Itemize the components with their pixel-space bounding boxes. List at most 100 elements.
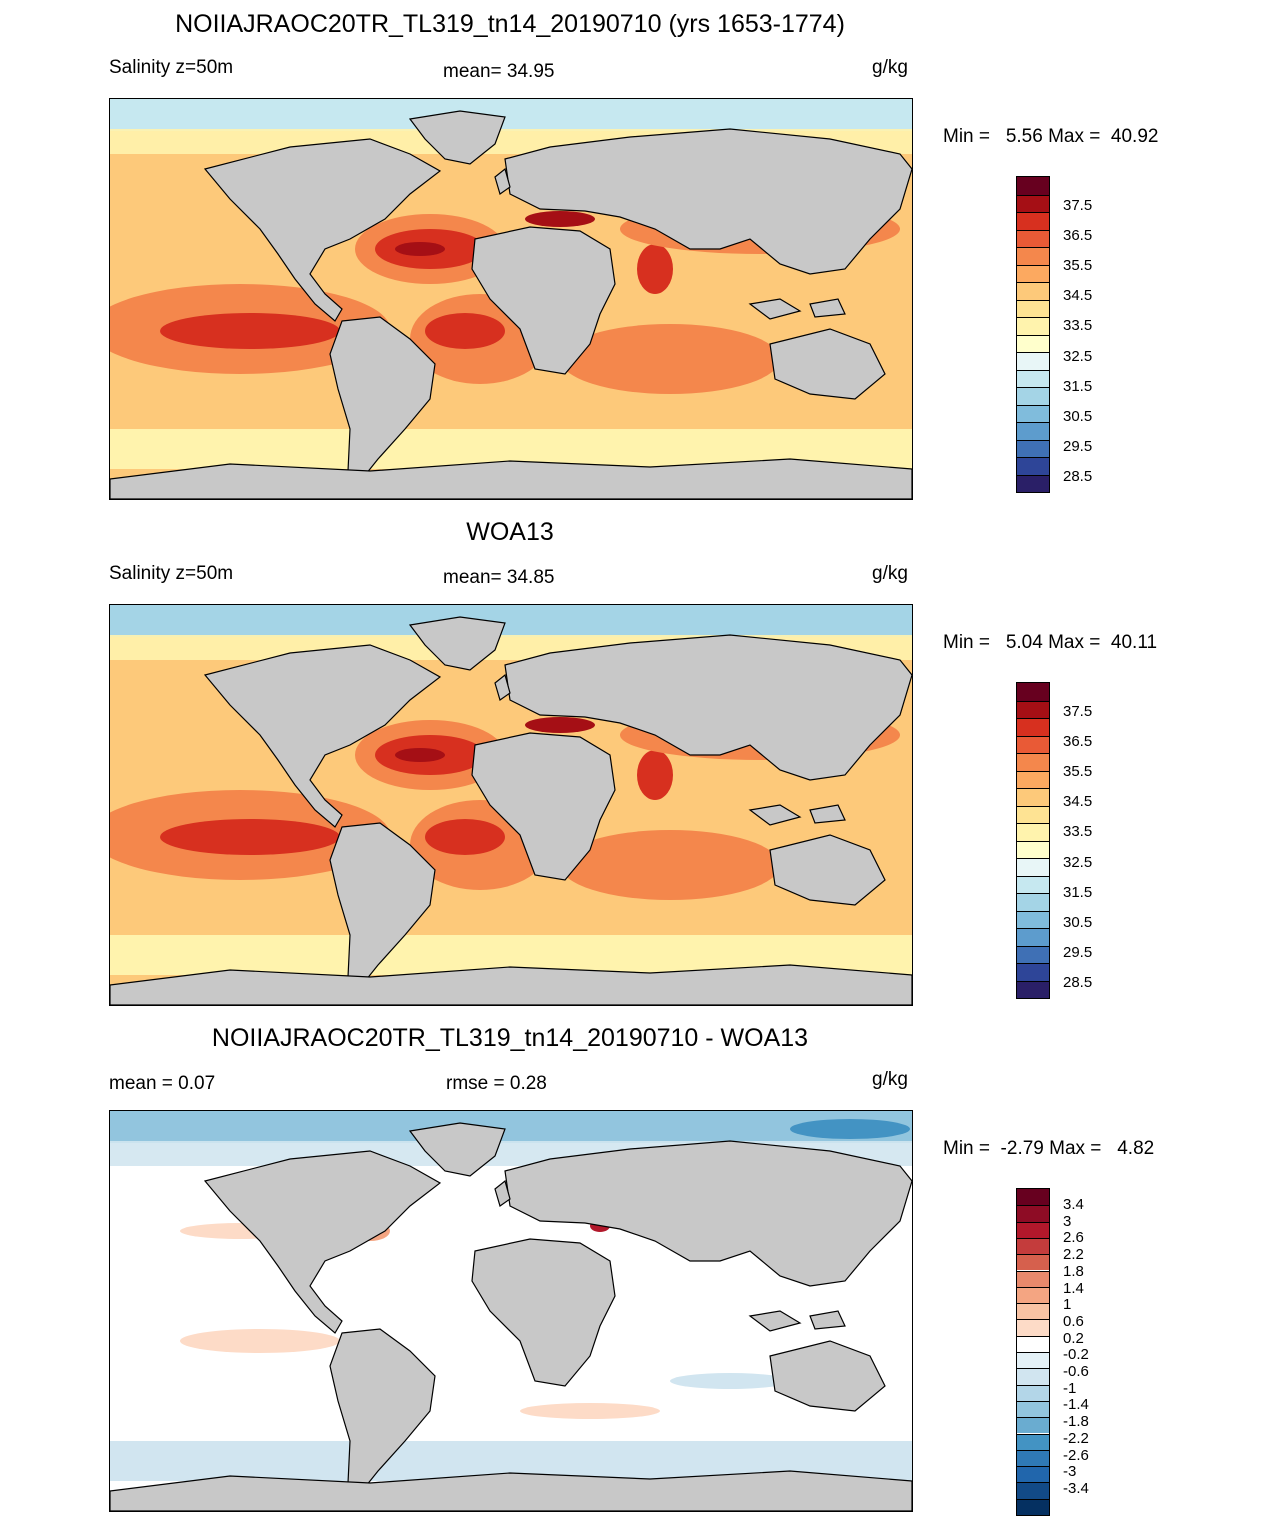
land-mass	[110, 964, 912, 1005]
colorbar-box	[1017, 735, 1049, 753]
land-mass	[769, 834, 886, 906]
salinity-anomaly	[525, 717, 595, 733]
land-mass	[408, 110, 506, 165]
rmse-label: rmse = 0.28	[446, 1073, 547, 1094]
variable-label: Salinity z=50m	[109, 563, 234, 584]
difference-map	[109, 1110, 913, 1512]
salinity-anomaly	[560, 830, 780, 900]
colorbar-tick-label: 1	[1063, 1296, 1072, 1314]
colorbar-box	[1017, 1433, 1049, 1450]
land-mass	[203, 644, 442, 828]
colorbar-box	[1017, 928, 1049, 946]
colorbar-box	[1017, 770, 1049, 788]
colorbar-tick-label: 3.4	[1063, 1196, 1084, 1213]
arctic-fresh-band	[110, 605, 912, 637]
colorbar-tick-label: -2.2	[1063, 1429, 1089, 1447]
colorbar-tick-label: 32.5	[1063, 347, 1093, 365]
salinity-anomaly	[425, 313, 505, 349]
panel-title: NOIIAJRAOC20TR_TL319_tn14_20190710 (yrs …	[175, 10, 845, 38]
colorbar-tick-label: 28.5	[1063, 467, 1093, 485]
colorbar-box	[1017, 369, 1049, 387]
colorbar-box	[1017, 194, 1049, 212]
arctic-fresh-band	[110, 99, 912, 131]
land-mass	[504, 1140, 912, 1287]
colorbar-tick-label: 31.5	[1063, 883, 1093, 901]
colorbar-box	[1017, 910, 1049, 928]
salinity-anomaly	[637, 244, 673, 294]
salinity-anomaly	[520, 1403, 660, 1419]
salinity-anomaly	[180, 1329, 340, 1353]
colorbar-box	[1017, 1237, 1049, 1255]
colorbar-box	[1017, 457, 1049, 475]
salinity-anomaly	[560, 324, 780, 394]
colorbar-box	[1017, 317, 1049, 335]
colorbar-tick-label: 0.6	[1063, 1312, 1084, 1330]
colorbar-tick-label: -2.6	[1063, 1446, 1089, 1464]
colorbar-tick-label: -1.4	[1063, 1396, 1089, 1414]
land-mass	[748, 1310, 846, 1332]
salinity-anomaly	[160, 819, 340, 855]
land-mass	[471, 732, 616, 881]
colorbar-box	[1017, 229, 1049, 247]
colorbar-box	[1017, 1205, 1049, 1222]
salinity-anomaly	[525, 211, 595, 227]
salinity-anomaly	[425, 819, 505, 855]
colorbar-tick-label: 3	[1063, 1212, 1072, 1230]
colorbar	[1016, 1188, 1050, 1516]
colorbar-tick-label: 36.5	[1063, 733, 1093, 751]
colorbar-box	[1017, 264, 1049, 282]
colorbar-box	[1017, 805, 1049, 823]
colorbar-tick-label: -1.8	[1063, 1413, 1089, 1431]
colorbar-box	[1017, 945, 1049, 963]
colorbar-box	[1017, 474, 1049, 492]
colorbar-box	[1017, 1286, 1049, 1304]
colorbar-tick-label: -0.6	[1063, 1363, 1089, 1380]
salinity-anomaly	[790, 1119, 910, 1139]
colorbar-tick-label: 30.5	[1063, 407, 1093, 425]
land-mass	[203, 1150, 442, 1334]
mean-label: mean= 34.95	[443, 61, 555, 82]
land-mass	[748, 298, 846, 320]
colorbar-tick-label: 31.5	[1063, 377, 1093, 395]
land-mass	[110, 1470, 912, 1511]
units-label: g/kg	[872, 1069, 908, 1090]
colorbar-box	[1017, 893, 1049, 911]
colorbar-tick-label: 33.5	[1063, 317, 1093, 335]
colorbar-box	[1017, 387, 1049, 405]
colorbar-box	[1017, 1368, 1049, 1385]
colorbar-box	[1017, 858, 1049, 876]
colorbar-box	[1017, 753, 1049, 771]
colorbar-box	[1017, 1384, 1049, 1401]
land-mass	[329, 316, 436, 485]
colorbar-box	[1017, 1498, 1049, 1515]
land-mass	[769, 1340, 886, 1412]
land-mass	[471, 226, 616, 375]
colorbar-tick-label: 30.5	[1063, 913, 1093, 931]
colorbar-box	[1017, 247, 1049, 265]
salinity-map	[109, 604, 913, 1006]
colorbar-tick-label: 2.6	[1063, 1229, 1084, 1247]
colorbar-box	[1017, 299, 1049, 317]
land-mass	[329, 1328, 436, 1497]
land-mass	[408, 1122, 506, 1177]
min-max-label: Min = -2.79 Max = 4.82	[943, 1138, 1155, 1159]
colorbar-tick-label: 29.5	[1063, 437, 1093, 455]
land-mass	[504, 634, 912, 781]
land-mass	[494, 673, 511, 701]
colorbar-box	[1017, 1449, 1049, 1467]
salinity-anomaly	[160, 313, 340, 349]
colorbar-tick-label: 34.5	[1063, 793, 1093, 811]
colorbar-box	[1017, 840, 1049, 858]
colorbar-box	[1017, 788, 1049, 806]
colorbar-box	[1017, 963, 1049, 981]
panel-title: NOIIAJRAOC20TR_TL319_tn14_20190710 - WOA…	[211, 1024, 809, 1052]
colorbar-box	[1017, 823, 1049, 841]
salinity-anomaly	[395, 748, 445, 762]
land-mass	[471, 1238, 616, 1387]
colorbar-tick-label: 33.5	[1063, 823, 1093, 841]
land-mass	[748, 804, 846, 826]
land-mass	[769, 328, 886, 400]
colorbar-box	[1017, 404, 1049, 422]
colorbar-tick-label: 35.5	[1063, 763, 1093, 781]
colorbar-tick-label: 0.2	[1063, 1329, 1084, 1347]
